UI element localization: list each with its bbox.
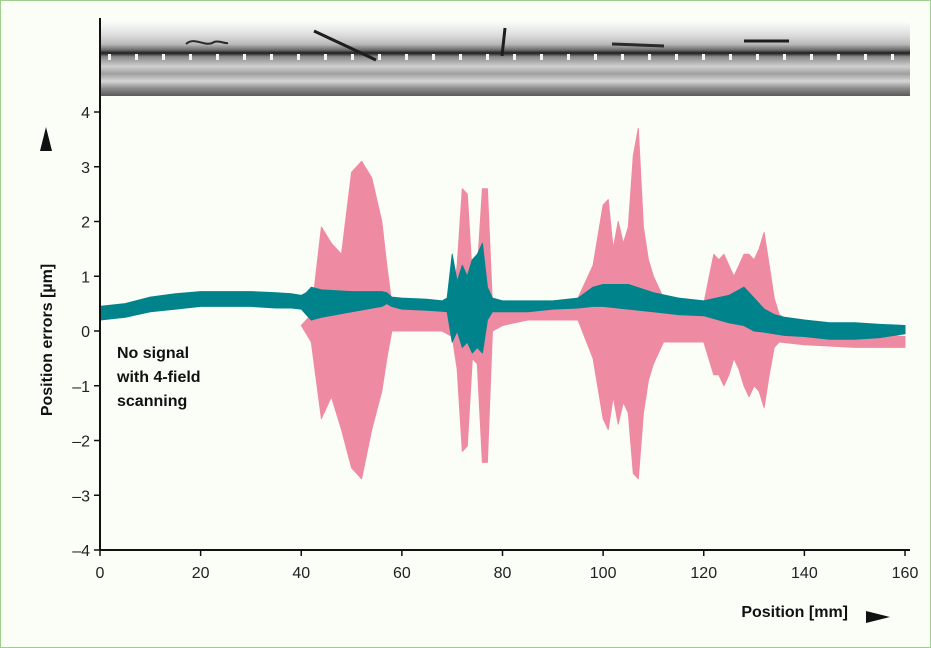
scale-graduation-marks <box>108 54 894 60</box>
scale-mark <box>432 54 435 60</box>
scale-mark <box>675 54 678 60</box>
annotation-line-1: No signal <box>117 345 189 362</box>
scale-mark <box>702 54 705 60</box>
x-tick-label: 20 <box>192 565 210 582</box>
x-tick-label: 0 <box>96 565 105 582</box>
scale-mark <box>459 54 462 60</box>
scale-mark <box>783 54 786 60</box>
y-tick-label: 1 <box>81 269 90 286</box>
contamination-mark-4 <box>611 42 665 48</box>
scale-mark <box>540 54 543 60</box>
y-tick-label: 3 <box>81 160 90 177</box>
series-layer <box>99 127 906 480</box>
scale-mark <box>648 54 651 60</box>
scale-photo <box>100 22 910 96</box>
y-axis-arrow-icon <box>40 127 52 151</box>
annotation-line-2: with 4-field <box>116 369 201 386</box>
scale-mark <box>486 54 489 60</box>
scale-mark <box>567 54 570 60</box>
scale-mark <box>297 54 300 60</box>
x-tick-label: 80 <box>494 565 512 582</box>
scale-mark <box>621 54 624 60</box>
x-tick-label: 140 <box>791 565 818 582</box>
scale-mark <box>270 54 273 60</box>
scale-mark <box>108 54 111 60</box>
y-tick-label: –3 <box>72 488 90 505</box>
scale-mark <box>162 54 165 60</box>
x-tick-group: 0 20 40 60 80 100 120 140 160 <box>96 550 919 582</box>
y-tick-label: –4 <box>72 543 90 560</box>
scale-mark <box>756 54 759 60</box>
y-tick-label: 4 <box>81 105 90 122</box>
scale-mark <box>351 54 354 60</box>
x-tick-label: 40 <box>292 565 310 582</box>
scale-mark <box>405 54 408 60</box>
scale-mark <box>864 54 867 60</box>
y-tick-label: –2 <box>72 434 90 451</box>
scale-mark <box>594 54 597 60</box>
scale-mark <box>729 54 732 60</box>
scale-mark <box>513 54 516 60</box>
x-tick-label: 160 <box>892 565 919 582</box>
x-axis-arrow-icon <box>866 611 890 623</box>
contamination-mark-3 <box>500 27 507 57</box>
annotation-line-3: scanning <box>117 393 187 410</box>
x-tick-label: 60 <box>393 565 411 582</box>
scale-mark <box>189 54 192 60</box>
contamination-mark-1 <box>185 40 229 45</box>
scale-mark <box>243 54 246 60</box>
y-axis-title: Position errors [µm] <box>39 264 56 416</box>
scale-mark <box>837 54 840 60</box>
scale-mark <box>135 54 138 60</box>
scale-mark <box>810 54 813 60</box>
contamination-mark-2 <box>313 29 377 62</box>
series-area-2 <box>99 242 906 354</box>
y-tick-label: 0 <box>81 324 90 341</box>
x-tick-label: 100 <box>590 565 617 582</box>
x-axis-title: Position [mm] <box>741 604 848 621</box>
scale-mark <box>324 54 327 60</box>
y-tick-group: 4 3 2 1 0 –1 –2 –3 –4 <box>72 105 100 560</box>
scale-mark <box>216 54 219 60</box>
y-tick-label: 2 <box>81 215 90 232</box>
scale-mark <box>891 54 894 60</box>
x-tick-label: 120 <box>690 565 717 582</box>
scale-mark <box>378 54 381 60</box>
y-tick-label: –1 <box>72 379 90 396</box>
